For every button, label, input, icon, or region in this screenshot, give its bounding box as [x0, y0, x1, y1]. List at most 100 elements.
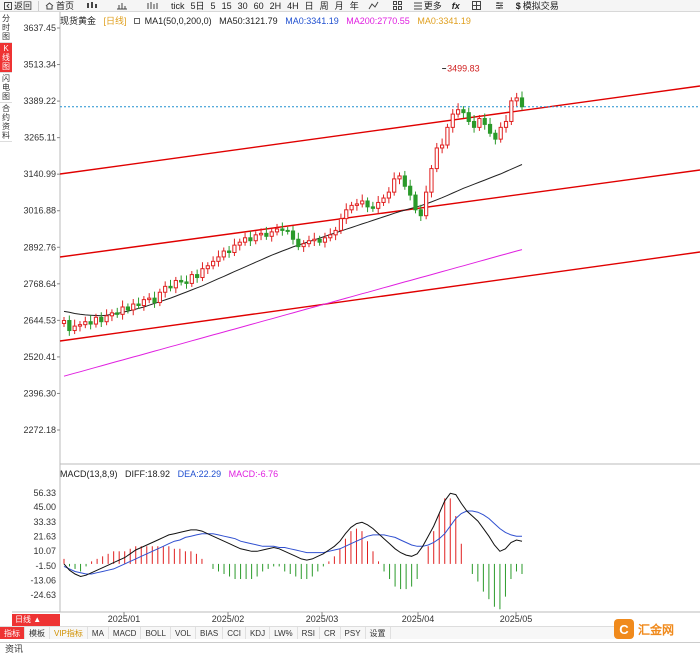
- fx-button[interactable]: fx: [446, 0, 466, 11]
- candle-body: [354, 203, 360, 206]
- date-tick-label: 2025/02: [212, 614, 245, 624]
- tf-2h[interactable]: 2H: [267, 0, 285, 11]
- tf-30[interactable]: 30: [235, 0, 251, 11]
- candle-body: [237, 241, 242, 246]
- side-tabs: 分时图 K线图 闪电图 合约资料: [0, 13, 12, 143]
- candle-body: [104, 315, 109, 323]
- tab-cr[interactable]: CR: [320, 627, 341, 639]
- tf-month-label: 月: [334, 1, 344, 11]
- candle-body: [312, 238, 317, 242]
- candle-body: [232, 244, 237, 254]
- back-label: 返回: [14, 1, 33, 11]
- candle-body: [226, 250, 232, 254]
- candle-body: [274, 228, 280, 233]
- grid-button[interactable]: [387, 0, 410, 11]
- candle-body: [200, 268, 205, 279]
- tf-day-label: 日: [304, 1, 314, 11]
- candle-body: [408, 185, 413, 196]
- tab-vip-indicator[interactable]: VIP指标: [50, 627, 88, 639]
- sidetab-kline[interactable]: K线图: [0, 43, 12, 73]
- candle-body: [120, 306, 125, 315]
- tf-week[interactable]: 周: [317, 0, 332, 11]
- tab-vol[interactable]: VOL: [171, 627, 196, 639]
- tab-bias[interactable]: BIAS: [196, 627, 224, 639]
- tf-month[interactable]: 月: [332, 0, 347, 11]
- tf-5[interactable]: 5: [208, 0, 219, 11]
- compare-button[interactable]: [138, 0, 168, 11]
- tab-cci[interactable]: CCI: [223, 627, 246, 639]
- brand-logo-icon: C: [614, 619, 634, 639]
- candlestick-button[interactable]: [78, 0, 108, 11]
- tab-boll[interactable]: BOLL: [141, 627, 171, 639]
- candle-body: [77, 324, 83, 327]
- date-tick-label: 2025/05: [500, 614, 533, 624]
- tab-lw[interactable]: LW%: [270, 627, 298, 639]
- macd-legend-macd: MACD:-6.76: [228, 469, 279, 479]
- tf-5d-label: 5日: [190, 1, 205, 11]
- sidetab-flash[interactable]: 闪电图: [0, 74, 12, 103]
- tf-15-label: 15: [221, 0, 232, 11]
- tf-year[interactable]: 年: [347, 0, 362, 11]
- candle-body: [131, 303, 136, 311]
- sidetab-timeshare[interactable]: 分时图: [0, 14, 12, 43]
- candle-body: [482, 118, 487, 125]
- candle-body: [179, 279, 184, 283]
- tab-template[interactable]: 模板: [25, 627, 50, 639]
- settings-button[interactable]: [489, 0, 512, 11]
- candle-body: [93, 316, 99, 325]
- back-button[interactable]: 返回: [0, 0, 36, 11]
- tab-macd[interactable]: MACD: [109, 627, 142, 639]
- candle-body: [440, 144, 445, 149]
- home-button[interactable]: 首页: [41, 0, 78, 11]
- layout-button[interactable]: [466, 0, 489, 11]
- tf-4h[interactable]: 4H: [284, 0, 302, 11]
- trade-label: 模拟交易: [522, 1, 559, 11]
- macd-tick-label: -1.50: [35, 561, 56, 571]
- tf-5-label: 5: [210, 0, 216, 11]
- candle-body: [487, 123, 493, 134]
- candle-body: [344, 209, 349, 220]
- tab-psy[interactable]: PSY: [341, 627, 366, 639]
- tf-5d[interactable]: 5日: [188, 0, 208, 11]
- tf-day[interactable]: 日: [302, 0, 317, 11]
- macd-tick-label: 33.33: [33, 517, 56, 527]
- candle-body: [365, 200, 370, 208]
- candle-body: [461, 109, 466, 114]
- indicator-button[interactable]: [362, 0, 387, 11]
- news-tab[interactable]: 资讯: [5, 644, 24, 654]
- tab-ma[interactable]: MA: [88, 627, 109, 639]
- tf-tick[interactable]: tick: [168, 0, 188, 11]
- more-button[interactable]: 更多: [410, 0, 446, 11]
- legend-icon: [134, 18, 141, 24]
- candle-body: [72, 325, 77, 332]
- tab-rsi[interactable]: RSI: [298, 627, 320, 639]
- candle-body: [184, 281, 189, 284]
- price-tick-label: 2768.64: [23, 279, 56, 289]
- tf-60[interactable]: 60: [251, 0, 267, 11]
- candle-body: [147, 297, 152, 301]
- bar-button[interactable]: [108, 0, 138, 11]
- sidetab-contract[interactable]: 合约资料: [0, 104, 12, 142]
- tf-30-label: 30: [237, 0, 248, 11]
- tab-indicator[interactable]: 指标: [0, 627, 25, 639]
- chart-canvas[interactable]: 3637.45 3513.34 3389.22 3265.11 3140.99 3016.…: [0, 0, 700, 640]
- layout-icon: [471, 1, 481, 10]
- tab-kdj[interactable]: KDJ: [246, 627, 271, 639]
- candle-body: [386, 191, 391, 199]
- simulated-trade-button[interactable]: $ 模拟交易: [512, 0, 563, 12]
- price-tick-label: 2520.41: [23, 352, 56, 362]
- date-tick-label: 2025/03: [306, 614, 339, 624]
- candle-body: [136, 303, 141, 307]
- compare-icon: [147, 2, 158, 9]
- period-selector[interactable]: 日线 ▲: [12, 614, 60, 626]
- tf-60-label: 60: [253, 0, 264, 11]
- tf-week-label: 周: [319, 1, 329, 11]
- tf-15[interactable]: 15: [219, 0, 235, 11]
- candle-body: [242, 237, 248, 243]
- ma50-line: [63, 164, 523, 317]
- tab-settings[interactable]: 设置: [366, 627, 391, 639]
- candle-body: [381, 197, 386, 203]
- channel-middle-line: [59, 169, 700, 258]
- price-tick-label: 3389.22: [23, 96, 56, 106]
- date-tick-label: 2025/01: [108, 614, 141, 624]
